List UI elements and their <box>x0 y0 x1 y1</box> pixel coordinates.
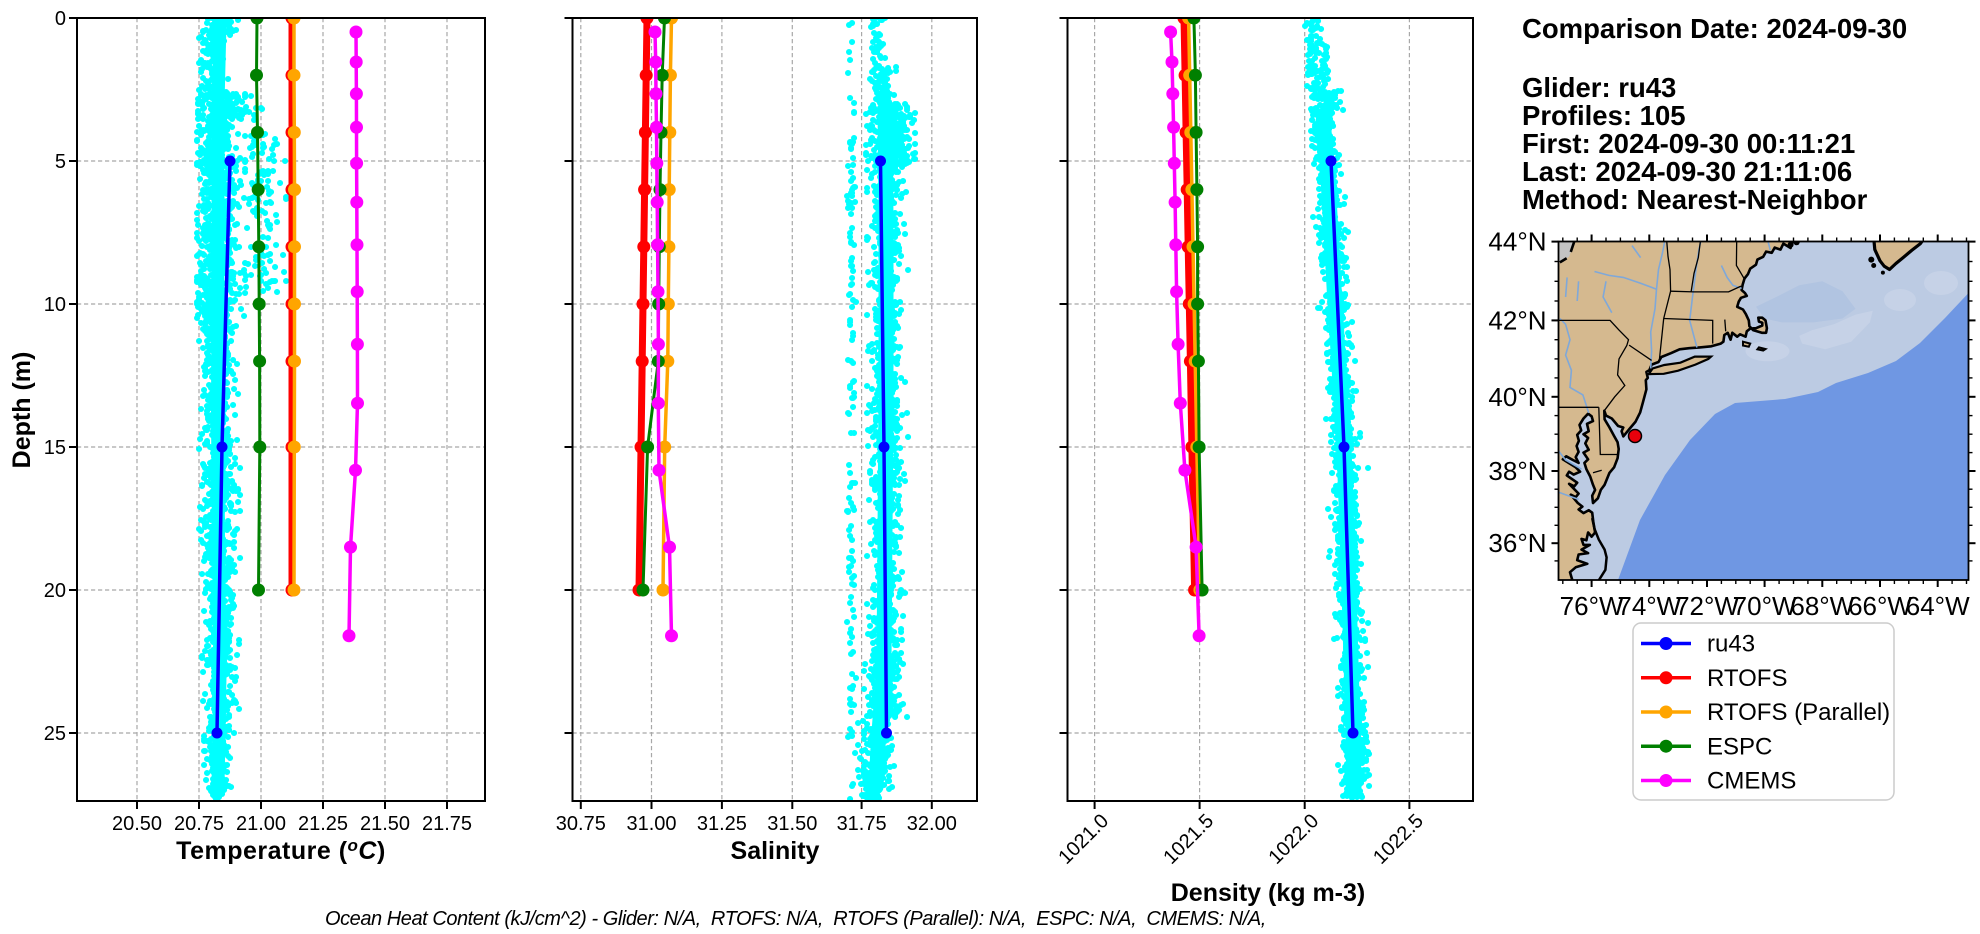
svg-text:Comparison Date: 2024-09-30: Comparison Date: 2024-09-30 <box>1522 13 1907 44</box>
svg-text:Depth (m): Depth (m) <box>8 352 36 469</box>
svg-text:0: 0 <box>55 8 66 30</box>
svg-text:Salinity: Salinity <box>731 837 820 865</box>
svg-text:CMEMS: CMEMS <box>1707 768 1796 795</box>
svg-text:64°W: 64°W <box>1906 591 1970 621</box>
svg-text:40°N: 40°N <box>1488 382 1546 412</box>
svg-text:66°W: 66°W <box>1848 591 1912 621</box>
svg-text:21.00: 21.00 <box>236 813 286 835</box>
svg-text:44°N: 44°N <box>1488 227 1546 257</box>
svg-text:20.75: 20.75 <box>174 813 224 835</box>
svg-text:1022.5: 1022.5 <box>1369 810 1428 869</box>
svg-text:10: 10 <box>44 294 66 316</box>
svg-text:20.50: 20.50 <box>112 813 162 835</box>
svg-text:Glider: ru43: Glider: ru43 <box>1522 72 1676 103</box>
svg-text:32.00: 32.00 <box>907 813 957 835</box>
svg-text:1022.0: 1022.0 <box>1264 810 1323 869</box>
svg-text:31.50: 31.50 <box>767 813 817 835</box>
svg-text:1021.5: 1021.5 <box>1159 810 1218 869</box>
svg-text:31.25: 31.25 <box>697 813 747 835</box>
svg-text:ESPC: ESPC <box>1707 733 1772 760</box>
svg-text:20: 20 <box>44 580 66 602</box>
svg-text:ru43: ru43 <box>1707 631 1755 658</box>
svg-text:30.75: 30.75 <box>556 813 606 835</box>
svg-text:Ocean Heat Content (kJ/cm^2) -: Ocean Heat Content (kJ/cm^2) - Glider: N… <box>325 908 1266 930</box>
svg-text:Last: 2024-09-30 21:11:06: Last: 2024-09-30 21:11:06 <box>1522 156 1852 187</box>
svg-text:68°W: 68°W <box>1790 591 1854 621</box>
svg-text:21.75: 21.75 <box>422 813 472 835</box>
svg-text:Temperature (oC): Temperature (oC) <box>176 836 386 865</box>
svg-text:RTOFS: RTOFS <box>1707 665 1787 692</box>
svg-text:15: 15 <box>44 437 66 459</box>
svg-text:76°W: 76°W <box>1560 591 1624 621</box>
svg-text:25: 25 <box>44 723 66 745</box>
svg-text:21.50: 21.50 <box>360 813 410 835</box>
svg-text:RTOFS (Parallel): RTOFS (Parallel) <box>1707 699 1890 726</box>
svg-text:5: 5 <box>55 151 66 173</box>
svg-text:38°N: 38°N <box>1488 456 1546 486</box>
svg-text:31.00: 31.00 <box>626 813 676 835</box>
svg-text:70°W: 70°W <box>1733 591 1797 621</box>
svg-text:74°W: 74°W <box>1617 591 1681 621</box>
svg-text:42°N: 42°N <box>1488 305 1546 335</box>
svg-text:31.75: 31.75 <box>837 813 887 835</box>
svg-text:36°N: 36°N <box>1488 528 1546 558</box>
svg-text:21.25: 21.25 <box>298 813 348 835</box>
svg-text:72°W: 72°W <box>1675 591 1739 621</box>
svg-text:1021.0: 1021.0 <box>1054 810 1113 869</box>
svg-text:Method: Nearest-Neighbor: Method: Nearest-Neighbor <box>1522 184 1868 215</box>
svg-text:Profiles: 105: Profiles: 105 <box>1522 100 1686 131</box>
svg-text:Density (kg m-3): Density (kg m-3) <box>1171 879 1365 907</box>
svg-text:First: 2024-09-30 00:11:21: First: 2024-09-30 00:11:21 <box>1522 128 1855 159</box>
